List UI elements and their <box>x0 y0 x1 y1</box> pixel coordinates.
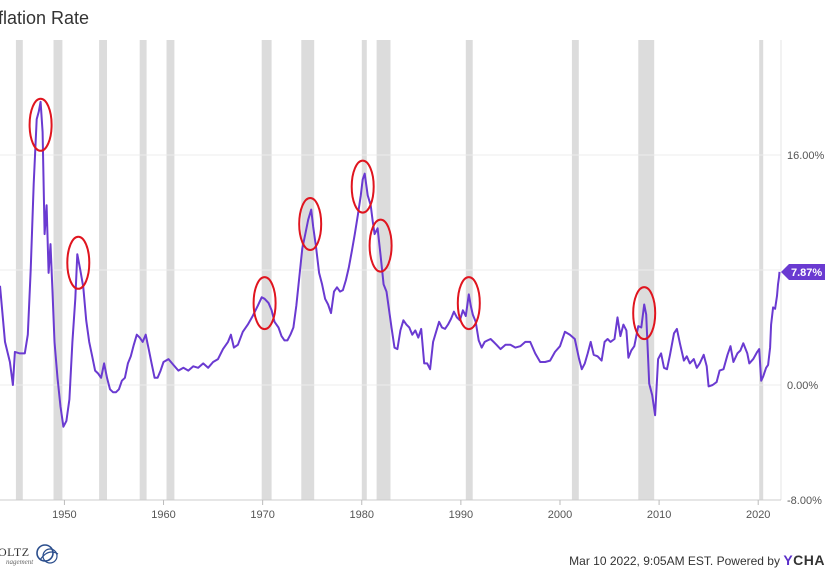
x-tick-label: 1990 <box>449 509 473 521</box>
series-lines <box>0 100 781 428</box>
brand-rest: CHA <box>793 552 825 568</box>
peak-highlight-circle <box>66 235 91 290</box>
chart-title: flation Rate <box>0 8 90 28</box>
x-tick-label: 2020 <box>746 509 770 521</box>
peak-highlight-circle <box>252 276 277 331</box>
x-tick-label: 2000 <box>548 509 572 521</box>
x-axis-ticks: 1950 1960 1970 1980 1990 2000 2010 2020 <box>52 500 770 521</box>
peak-highlight-circle <box>368 218 393 273</box>
ycharts-brand[interactable]: YCHA <box>783 552 825 568</box>
brand-y: Y <box>783 552 794 568</box>
series-line-inflation <box>0 100 781 428</box>
x-tick-label: 1960 <box>151 509 175 521</box>
logo-name: OLTZ <box>0 545 30 559</box>
logo-subtitle: nagement <box>6 558 34 566</box>
x-tick-label: 1980 <box>350 509 374 521</box>
chart-footer: Mar 10 2022, 9:05AM EST. Powered by YCHA <box>569 552 825 568</box>
peak-highlight-circle <box>298 197 323 251</box>
x-tick-label: 1970 <box>250 509 274 521</box>
y-axis-ticks: 16.00%8.00%0.00%-8.00% <box>787 150 825 507</box>
footer-powered-by: Powered by <box>716 554 780 568</box>
x-tick-label: 1950 <box>52 509 76 521</box>
y-tick-label: 0.00% <box>787 380 818 392</box>
peak-highlight-circle <box>28 97 53 152</box>
last-value-badge <box>781 264 825 280</box>
company-logo <box>36 544 59 564</box>
last-value-marker: 7.87% <box>781 264 825 280</box>
peak-highlight-circle <box>632 286 657 341</box>
peak-highlight-circle <box>350 159 375 214</box>
x-tick-label: 2010 <box>647 509 671 521</box>
y-tick-label: -8.00% <box>787 495 822 507</box>
y-tick-label: 16.00% <box>787 150 825 162</box>
peak-highlights <box>28 97 657 341</box>
last-value-label: 7.87% <box>791 267 822 279</box>
footer-timestamp: Mar 10 2022, 9:05AM EST. <box>569 554 714 568</box>
peak-highlight-circle <box>456 276 481 331</box>
